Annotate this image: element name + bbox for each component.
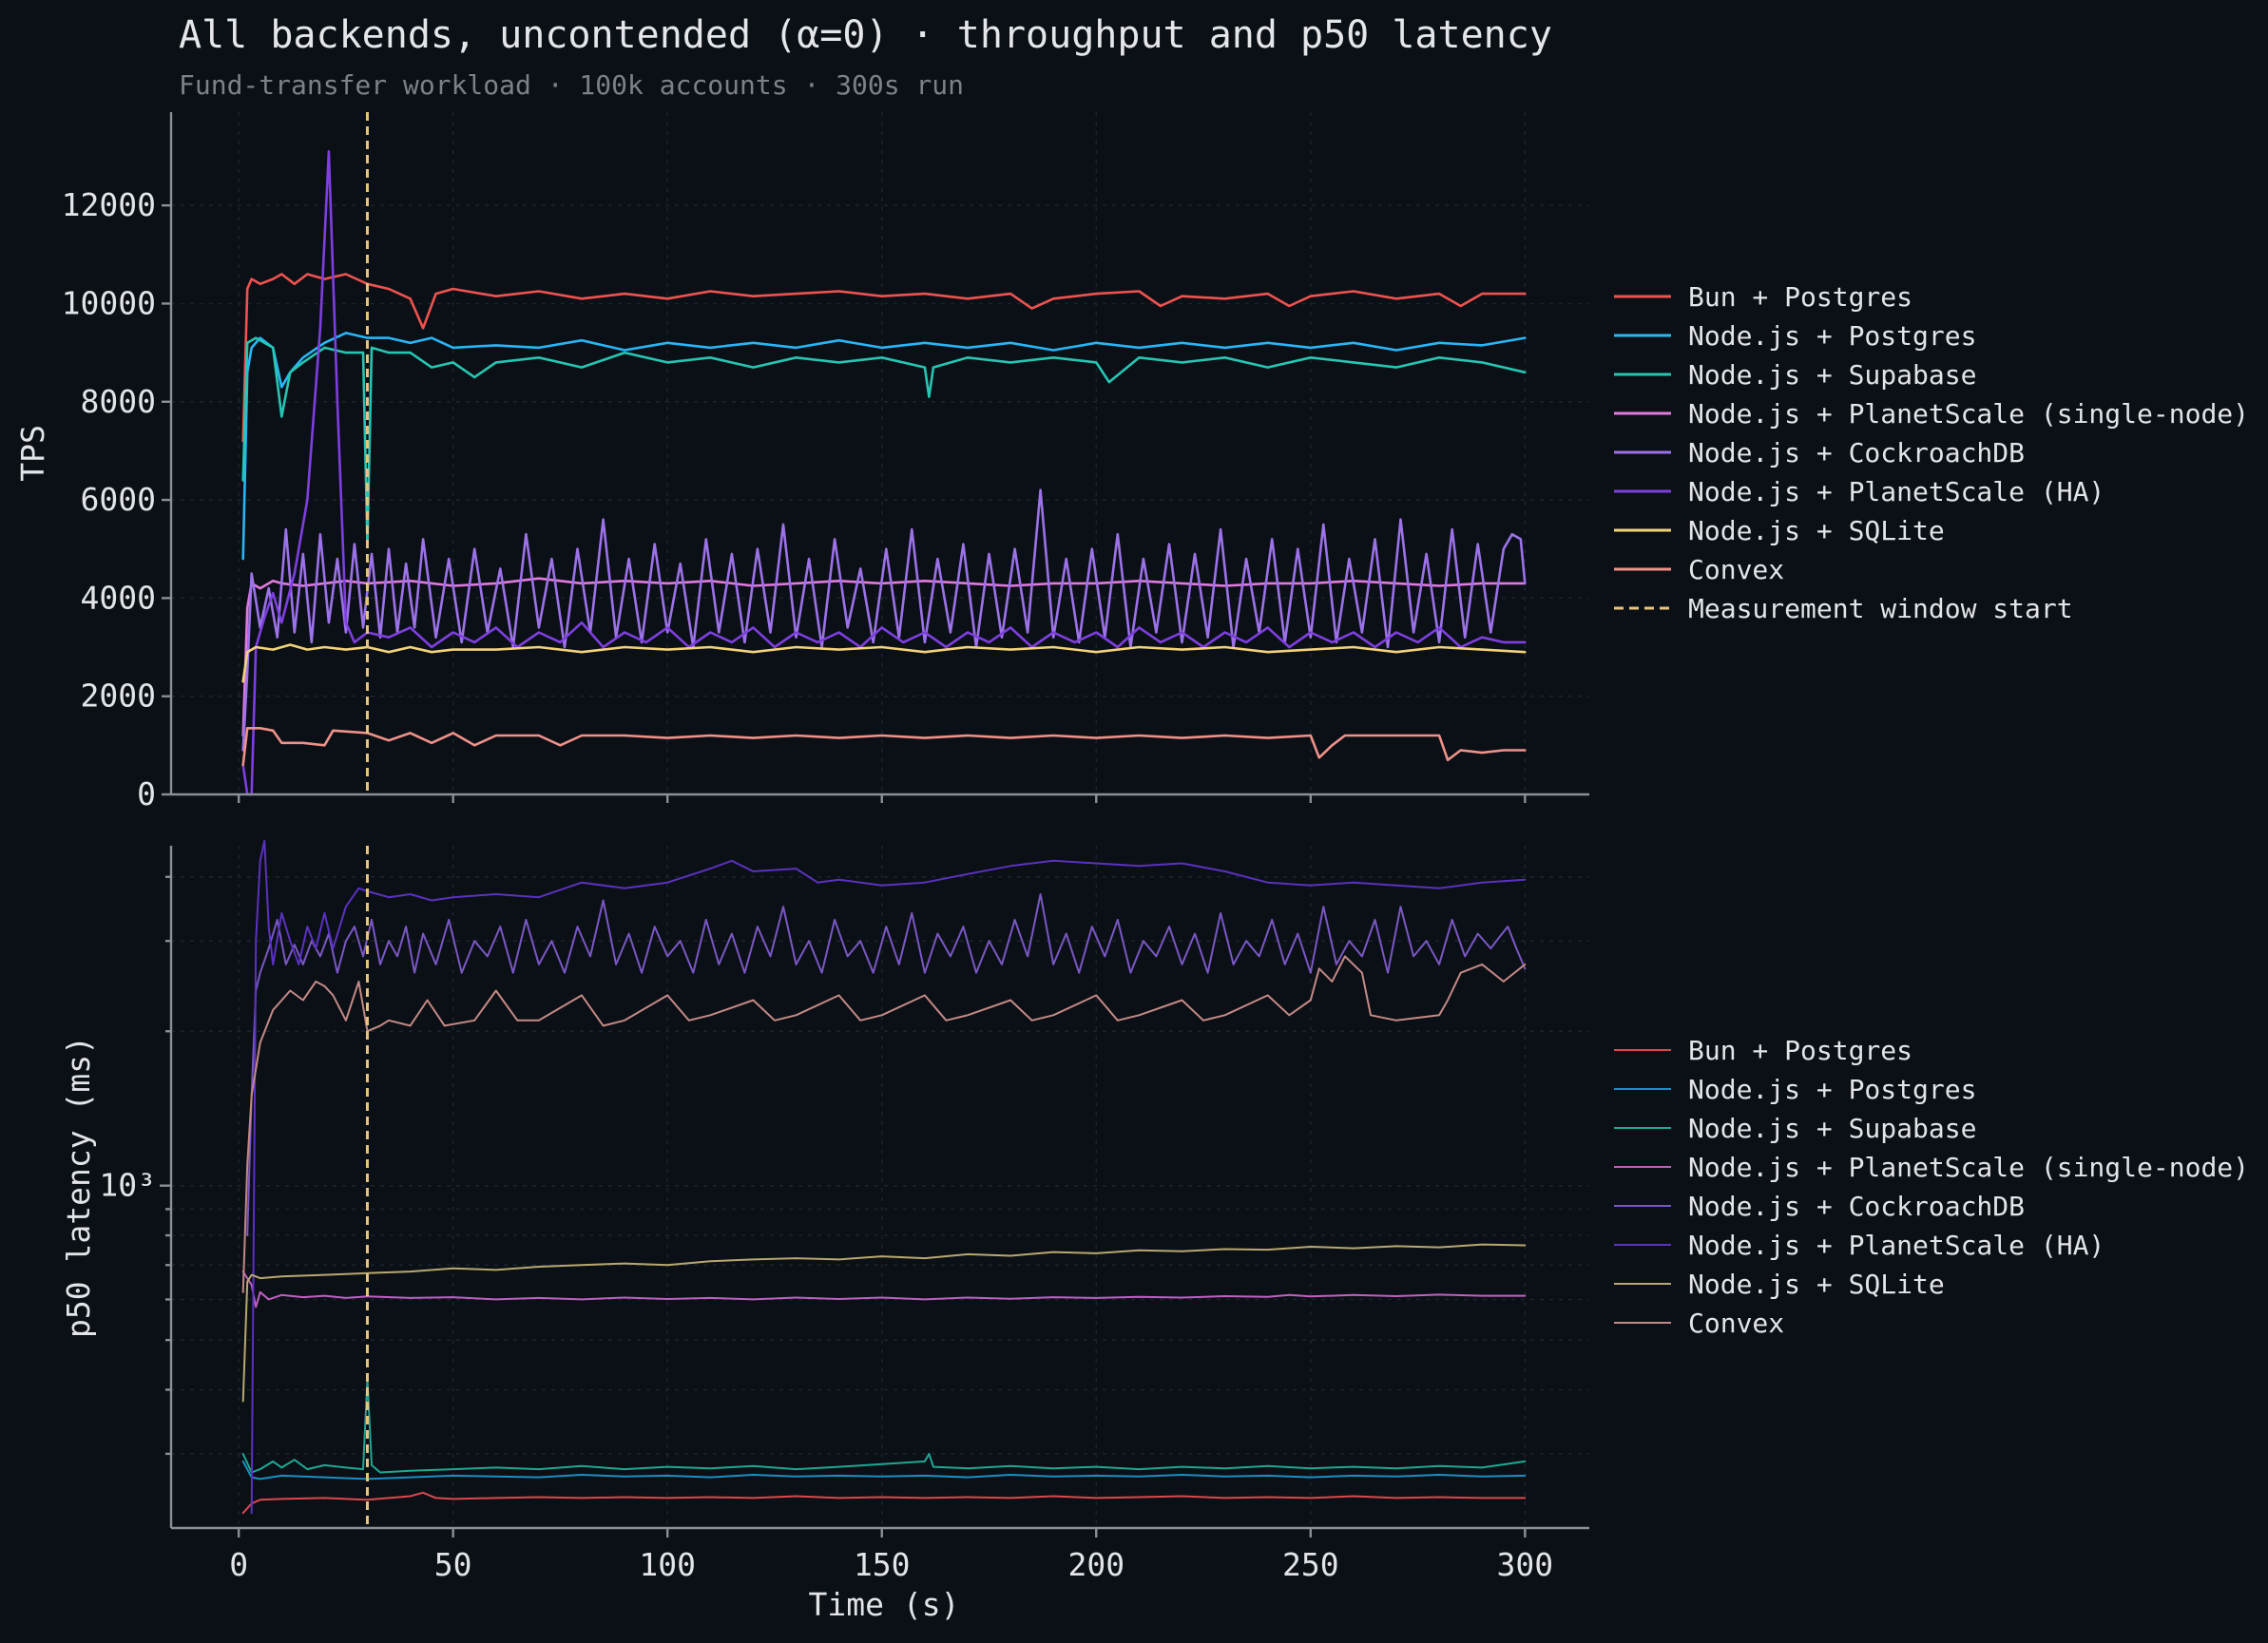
latency-legend: Bun + Postgres Node.js + Postgres Node.js … (1614, 1035, 2249, 1339)
throughput-y-tick-label-12000: 12000 (62, 186, 156, 223)
chart-title: All backends, uncontended (α=0) · throug… (179, 13, 1552, 57)
latency-series-bun-postgres (241, 1491, 1527, 1515)
x-tick-label-300: 300 (1497, 1546, 1554, 1583)
throughput-legend-label-node-js-supabase: Node.js + Supabase (1688, 359, 1976, 391)
x-tick-label-100: 100 (639, 1546, 696, 1583)
latency-legend-label-node-js-sqlite: Node.js + SQLite (1688, 1269, 1945, 1300)
x-axis-ticks: 0 50 100 150 200 250 300 (229, 1528, 1553, 1583)
throughput-legend-label-node-js-planetscale-ha: Node.js + PlanetScale (HA) (1688, 476, 2105, 507)
throughput-legend-label-measurement-window: Measurement window start (1688, 593, 2073, 624)
throughput-panel: 0 2000 4000 6000 8000 10000 12000 TPS Bun + Po… (14, 112, 2249, 812)
latency-series-node-js-postgres (241, 1460, 1527, 1481)
throughput-legend-label-node-js-sqlite: Node.js + SQLite (1688, 515, 1945, 546)
latency-legend-label-node-js-postgres: Node.js + Postgres (1688, 1074, 1976, 1105)
throughput-series-node-js-planetscale-ha (241, 150, 1527, 796)
latency-legend-label-node-js-planetscale-ha: Node.js + PlanetScale (HA) (1688, 1230, 2105, 1261)
latency-legend-label-node-js-cockroachdb: Node.js + CockroachDB (1688, 1191, 2025, 1222)
chart-subtitle: Fund-transfer workload · 100k accounts ·… (179, 69, 964, 101)
throughput-legend-label-node-js-planetscale-single-node: Node.js + PlanetScale (single-node) (1688, 398, 2249, 430)
latency-series-group (241, 840, 1527, 1515)
latency-axes: 10³ (99, 846, 1589, 1530)
throughput-series-node-js-sqlite (241, 643, 1527, 683)
throughput-y-tick-label-6000: 6000 (81, 481, 156, 518)
throughput-legend-label-node-js-postgres: Node.js + Postgres (1688, 320, 1976, 352)
throughput-legend-label-bun-postgres: Bun + Postgres (1688, 281, 1912, 313)
latency-series-node-js-sqlite (241, 1243, 1527, 1403)
latency-legend-label-node-js-supabase: Node.js + Supabase (1688, 1113, 1976, 1144)
throughput-y-tick-label-0: 0 (137, 775, 156, 812)
throughput-y-tick-label-2000: 2000 (81, 678, 156, 715)
throughput-y-tick-label-4000: 4000 (81, 579, 156, 616)
throughput-axes: 0 2000 4000 6000 8000 10000 12000 (62, 112, 1589, 812)
throughput-y-tick-label-10000: 10000 (62, 284, 156, 321)
throughput-series-convex (241, 726, 1527, 767)
x-tick-label-250: 250 (1282, 1546, 1339, 1583)
latency-y-tick-label-1000: 10³ (99, 1167, 156, 1204)
throughput-series-bun-postgres (241, 273, 1527, 443)
latency-series-node-js-planetscale-single-node (241, 1270, 1527, 1309)
latency-series-convex (241, 955, 1527, 1293)
throughput-legend-label-node-js-cockroachdb: Node.js + CockroachDB (1688, 437, 2025, 468)
throughput-legend: Bun + Postgres Node.js + Postgres Node.js … (1614, 281, 2249, 624)
x-tick-label-150: 150 (854, 1546, 911, 1583)
x-tick-label-200: 200 (1067, 1546, 1124, 1583)
latency-series-node-js-cockroachdb (246, 893, 1527, 1236)
throughput-series-node-js-postgres (241, 332, 1527, 561)
x-axis-label: Time (s) (809, 1586, 960, 1623)
throughput-y-axis-label: TPS (14, 425, 51, 482)
throughput-series-node-js-cockroachdb (241, 488, 1527, 752)
throughput-y-tick-label-8000: 8000 (81, 383, 156, 420)
latency-panel: 10³ p50 latency (ms) Bun + Postgres Node.… (60, 840, 2249, 1530)
throughput-legend-label-convex: Convex (1688, 554, 1784, 585)
latency-legend-label-node-js-planetscale-single-node: Node.js + PlanetScale (single-node) (1688, 1152, 2249, 1183)
latency-grid (171, 846, 1589, 1528)
latency-series-node-js-planetscale-ha (250, 840, 1527, 1515)
latency-legend-label-convex: Convex (1688, 1308, 1784, 1339)
latency-y-axis-label: p50 latency (ms) (60, 1036, 97, 1338)
x-tick-label-0: 0 (229, 1546, 248, 1583)
latency-series-node-js-supabase (241, 1378, 1527, 1474)
throughput-series-node-js-supabase (241, 336, 1527, 545)
throughput-series-group (241, 150, 1527, 796)
x-tick-label-50: 50 (434, 1546, 472, 1583)
latency-legend-label-bun-postgres: Bun + Postgres (1688, 1035, 1912, 1066)
